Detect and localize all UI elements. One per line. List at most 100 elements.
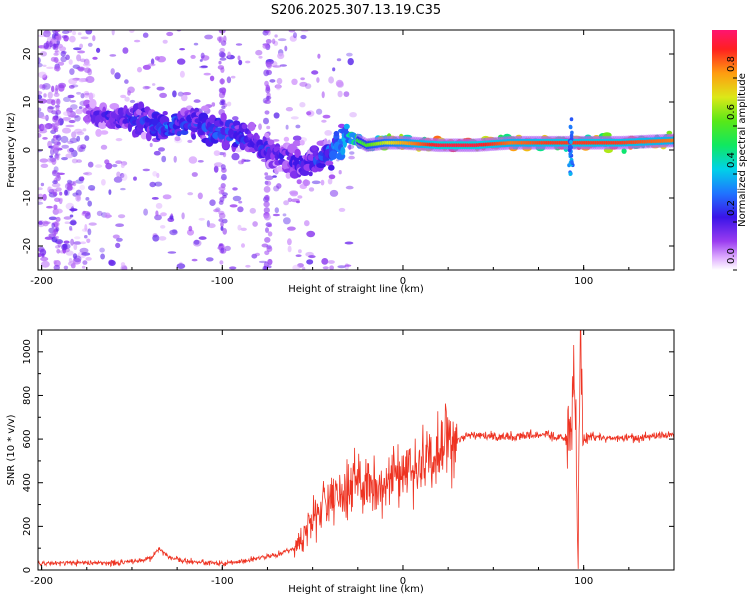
spectrogram-noise-cell xyxy=(120,187,126,191)
spectrogram-noise-cell xyxy=(226,76,232,84)
spectrogram-streak-cell xyxy=(218,60,222,65)
spectrogram-spike-cell xyxy=(568,172,573,176)
spectrogram-streak-cell xyxy=(55,216,61,222)
snr-xlabel: Height of straight line (km) xyxy=(288,584,424,595)
spectrogram-noise-cell xyxy=(54,208,63,214)
spectrogram-noise-cell xyxy=(245,264,251,268)
spectrogram-noise-cell xyxy=(232,116,239,121)
spectrogram-noise-cell xyxy=(82,210,86,215)
spectrogram-noise-cell xyxy=(277,52,285,60)
spectrogram-noise-cell xyxy=(283,200,289,206)
spectrogram-noise-cell xyxy=(316,108,323,115)
spectrogram-spike-cell xyxy=(569,117,574,122)
spectrogram-noise-cell xyxy=(105,162,113,170)
spectrogram-noise-cell xyxy=(69,147,75,153)
spectrogram-streak-cell xyxy=(267,224,272,228)
spectrogram-noise-cell xyxy=(63,240,70,244)
spectrogram-noise-cell xyxy=(300,77,305,81)
spectrogram-noise-cell xyxy=(182,92,192,96)
spectrogram-noise-cell xyxy=(60,135,69,144)
spectrogram-noise-cell xyxy=(292,264,300,270)
spectrogram-noise-cell xyxy=(84,135,90,142)
spectrogram-spike-cell xyxy=(568,152,572,156)
spectrogram-noise-cell xyxy=(40,124,49,131)
spectrogram-streak-cell xyxy=(219,57,227,61)
spectrogram-ridge-cell xyxy=(241,123,248,130)
spectrogram-xtick-label: -200 xyxy=(30,276,53,287)
spectrogram-noise-cell xyxy=(72,30,77,36)
spectrogram-noise-cell xyxy=(113,176,123,183)
spectrogram-ridge-cell xyxy=(285,172,292,179)
spectrogram-noise-cell xyxy=(79,43,83,49)
spectrogram-noise-cell xyxy=(213,208,220,213)
spectrogram-noise-cell xyxy=(338,170,342,175)
spectrogram-noise-cell xyxy=(291,78,298,86)
spectrogram-noise-cell xyxy=(301,30,309,33)
snr-ytick-label: 200 xyxy=(22,517,33,536)
spectrogram-noise-cell xyxy=(68,59,73,65)
spectrogram-ridge-cell xyxy=(267,139,275,146)
spectrogram-noise-cell xyxy=(96,210,103,217)
spectrogram-noise-cell xyxy=(120,262,126,267)
spectrogram-streak-cell xyxy=(218,212,226,219)
spectrogram-noise-cell xyxy=(287,238,292,246)
spectrogram-noise-cell xyxy=(77,144,84,153)
spectrogram-noise-cell xyxy=(81,212,85,216)
spectrogram-ridge-cell xyxy=(137,101,145,111)
spectrogram-ridge-cell xyxy=(329,150,338,160)
spectrogram-noise-cell xyxy=(270,60,278,68)
spectrogram-noise-cell xyxy=(121,173,128,181)
spectrogram-noise-cell xyxy=(344,264,352,267)
spectrogram-frame xyxy=(37,29,675,271)
spectrogram-noise-cell xyxy=(124,96,130,102)
spectrogram-noise-cell xyxy=(69,100,76,103)
spectrogram-streak-cell xyxy=(54,119,61,126)
spectrogram-noise-cell xyxy=(54,222,59,228)
spectrogram-ridge-cell xyxy=(299,170,310,176)
spectrogram-noise-cell xyxy=(81,265,86,269)
spectrogram-noise-cell xyxy=(273,185,280,192)
spectrogram-ridge-cell xyxy=(220,112,227,122)
spectrogram-ridge-cell xyxy=(144,117,151,123)
spectrogram-noise-cell xyxy=(38,71,47,79)
spectrogram-noise-cell xyxy=(285,107,293,112)
spectrogram-noise-cell xyxy=(87,161,94,168)
spectrogram-noise-cell xyxy=(68,78,78,85)
spectrogram-noise-cell xyxy=(42,83,51,90)
spectrogram-noise-cell xyxy=(67,261,76,266)
spectrogram-noise-cell xyxy=(73,243,78,250)
spectrogram-noise-cell xyxy=(112,164,118,168)
spectrogram-noise-cell xyxy=(46,66,54,70)
spectrogram-noise-cell xyxy=(38,193,44,201)
spectrogram-noise-cell xyxy=(60,56,67,63)
spectrogram-noise-cell xyxy=(87,42,93,47)
spectrogram-noise-cell xyxy=(290,116,299,120)
spectrogram-noise-cell xyxy=(190,54,196,59)
spectrogram-noise-cell xyxy=(328,174,336,180)
spectrogram-noise-cell xyxy=(337,265,346,269)
spectrogram-streak-cell xyxy=(56,249,61,254)
spectrogram-ridge-cell xyxy=(292,140,302,147)
spectrogram-noise-cell xyxy=(321,258,329,265)
spectrogram-noise-cell xyxy=(72,180,77,187)
spectrogram-noise-cell xyxy=(249,207,256,214)
spectrogram-noise-cell xyxy=(156,172,160,178)
spectrogram-noise-cell xyxy=(304,220,310,227)
spectrogram-noise-cell xyxy=(85,257,92,261)
spectrogram-noise-cell xyxy=(179,48,186,51)
spectrogram-noise-cell xyxy=(69,137,78,144)
spectrogram-noise-cell xyxy=(87,228,92,236)
spectrogram-streak-cell xyxy=(55,235,59,240)
spectrogram-streak-cell xyxy=(218,186,226,191)
spectrogram-streak-cell xyxy=(50,56,57,62)
spectrogram-noise-cell xyxy=(317,53,321,59)
spectrogram-noise-cell xyxy=(41,84,46,91)
spectrogram-streak-cell xyxy=(221,105,226,109)
spectrogram-noise-cell xyxy=(348,144,352,151)
spectrogram-streak-cell xyxy=(53,141,61,146)
spectrogram-streak-cell xyxy=(52,30,57,34)
spectrogram-noise-cell xyxy=(229,266,237,270)
spectrogram-streak-cell xyxy=(267,231,273,237)
spectrogram-streak-cell xyxy=(50,38,57,44)
spectrogram-ridge-cell xyxy=(232,120,241,127)
